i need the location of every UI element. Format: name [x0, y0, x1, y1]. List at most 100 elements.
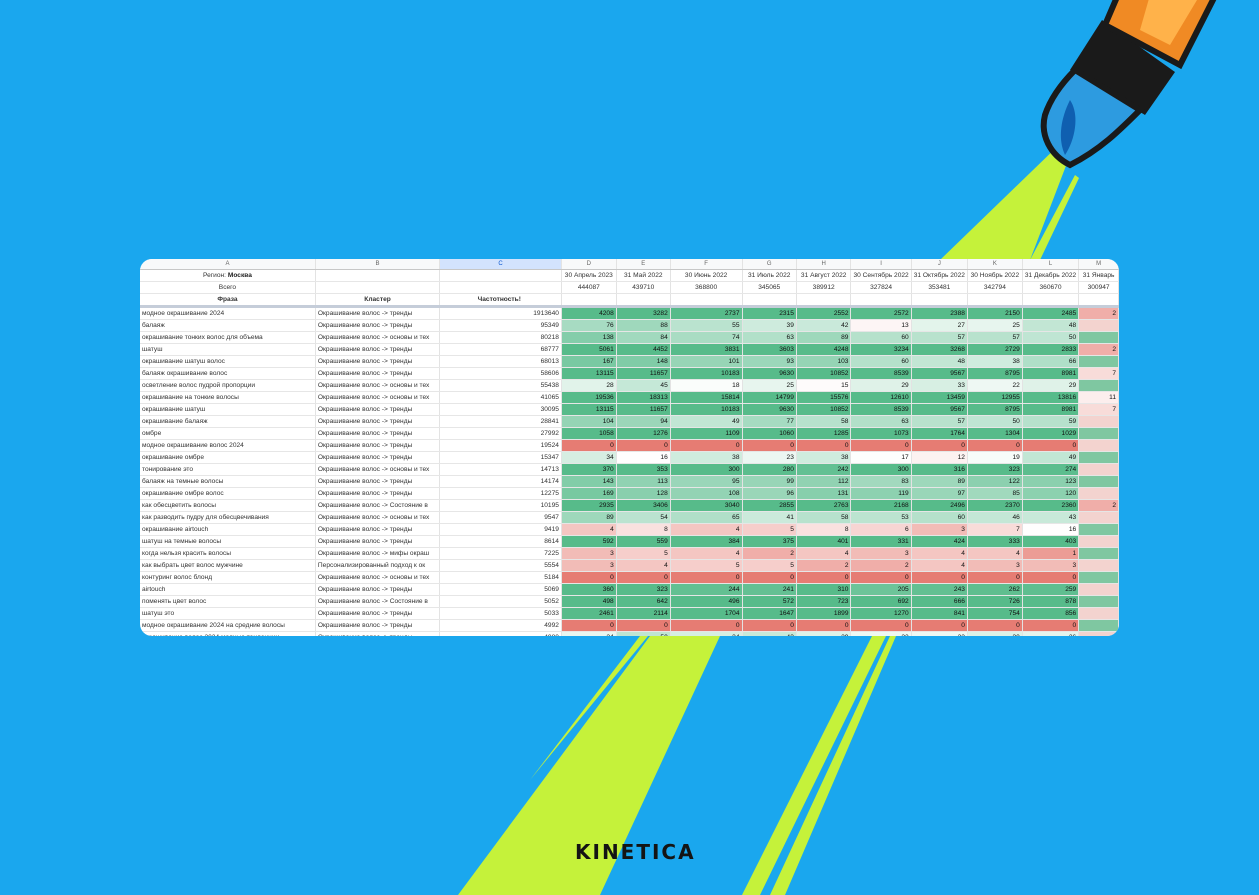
month-value-cell[interactable]: 50 — [1022, 331, 1080, 344]
column-letter-j[interactable]: J — [911, 259, 968, 270]
cluster-cell[interactable]: Окрашивание волос -> основы и тех — [315, 379, 441, 392]
month-value-cell[interactable] — [1078, 619, 1119, 632]
month-value-cell[interactable] — [1078, 427, 1119, 440]
month-value-cell[interactable]: 2485 — [1022, 306, 1080, 320]
month-value-cell[interactable] — [1078, 355, 1119, 368]
month-value-cell[interactable]: 323 — [616, 583, 671, 596]
month-value-cell[interactable]: 7 — [1078, 367, 1119, 380]
month-value-cell[interactable]: 9567 — [911, 367, 968, 380]
cluster-cell[interactable]: Окрашивание волос -> тренды — [315, 535, 441, 548]
month-value-cell[interactable]: 104 — [561, 415, 617, 428]
phrase-header[interactable]: Фраза — [140, 293, 316, 308]
month-value-cell[interactable]: 0 — [1022, 619, 1080, 632]
month-value-cell[interactable]: 43 — [1022, 511, 1080, 524]
month-value-cell[interactable] — [1078, 331, 1119, 344]
month-value-cell[interactable]: 119 — [850, 487, 912, 500]
month-value-cell[interactable]: 101 — [670, 355, 743, 368]
month-value-cell[interactable]: 22 — [850, 631, 912, 636]
month-value-cell[interactable]: 2168 — [850, 499, 912, 512]
month-value-cell[interactable]: 38 — [967, 355, 1023, 368]
phrase-cell[interactable]: окрашивание airtouch — [140, 523, 316, 536]
month-value-cell[interactable]: 0 — [850, 571, 912, 584]
frequency-cell[interactable]: 9419 — [439, 523, 562, 536]
column-letter-i[interactable]: I — [850, 259, 912, 270]
month-value-cell[interactable] — [1078, 451, 1119, 464]
month-value-cell[interactable]: 3040 — [670, 499, 743, 512]
month-value-cell[interactable]: 33 — [911, 379, 968, 392]
month-value-cell[interactable]: 7 — [1078, 403, 1119, 416]
month-value-cell[interactable]: 25 — [967, 319, 1023, 332]
month-value-cell[interactable]: 0 — [796, 439, 852, 452]
month-value-cell[interactable]: 19536 — [561, 391, 617, 404]
month-value-cell[interactable]: 242 — [796, 463, 852, 476]
month-value-cell[interactable]: 353 — [616, 463, 671, 476]
month-value-cell[interactable]: 12955 — [967, 391, 1023, 404]
month-value-cell[interactable]: 323 — [967, 463, 1023, 476]
empty-cell[interactable] — [967, 293, 1023, 308]
cluster-cell[interactable]: Окрашивание волос -> тренды — [315, 343, 441, 356]
month-value-cell[interactable]: 1276 — [616, 427, 671, 440]
phrase-cell[interactable]: модное окрашивание 2024 — [140, 306, 316, 320]
frequency-cell[interactable]: 14174 — [439, 475, 562, 488]
month-value-cell[interactable]: 0 — [850, 439, 912, 452]
month-value-cell[interactable] — [1078, 535, 1119, 548]
month-value-cell[interactable]: 60 — [850, 355, 912, 368]
month-value-cell[interactable]: 42 — [796, 319, 852, 332]
month-value-cell[interactable]: 4248 — [796, 343, 852, 356]
month-value-cell[interactable]: 5 — [616, 547, 671, 560]
month-header[interactable]: 31 Май 2022 — [616, 269, 671, 282]
month-value-cell[interactable]: 11657 — [616, 367, 671, 380]
month-value-cell[interactable]: 10852 — [796, 367, 852, 380]
month-value-cell[interactable]: 262 — [967, 583, 1023, 596]
frequency-cell[interactable]: 4980 — [439, 631, 562, 636]
month-value-cell[interactable]: 13115 — [561, 367, 617, 380]
month-value-cell[interactable]: 0 — [796, 619, 852, 632]
month-value-cell[interactable]: 0 — [742, 619, 797, 632]
phrase-cell[interactable]: как обесцветить волосы — [140, 499, 316, 512]
month-value-cell[interactable]: 16 — [616, 451, 671, 464]
frequency-cell[interactable]: 10195 — [439, 499, 562, 512]
cluster-cell[interactable]: Окрашивание волос -> тренды — [315, 619, 441, 632]
empty-cell[interactable] — [850, 293, 912, 308]
empty-cell[interactable] — [616, 293, 671, 308]
month-value-cell[interactable]: 55 — [670, 319, 743, 332]
month-value-cell[interactable]: 4 — [670, 523, 743, 536]
cluster-cell[interactable]: Окрашивание волос -> Состояние в — [315, 499, 441, 512]
month-value-cell[interactable]: 856 — [1022, 607, 1080, 620]
month-value-cell[interactable]: 424 — [911, 535, 968, 548]
month-value-cell[interactable]: 8 — [616, 523, 671, 536]
month-value-cell[interactable]: 13816 — [1022, 391, 1080, 404]
column-letter-h[interactable]: H — [796, 259, 852, 270]
month-value-cell[interactable]: 43 — [742, 631, 797, 636]
month-value-cell[interactable]: 148 — [616, 355, 671, 368]
month-value-cell[interactable]: 60 — [911, 511, 968, 524]
month-value-cell[interactable]: 39 — [742, 319, 797, 332]
month-value-cell[interactable]: 1109 — [670, 427, 743, 440]
column-letter-c[interactable]: C — [439, 259, 562, 270]
month-value-cell[interactable]: 0 — [616, 619, 671, 632]
month-value-cell[interactable]: 27 — [911, 319, 968, 332]
empty-cell[interactable] — [315, 269, 441, 282]
total-label[interactable]: Всего — [140, 281, 316, 294]
month-total[interactable]: 439710 — [616, 281, 671, 294]
month-value-cell[interactable]: 2 — [1078, 499, 1119, 512]
cluster-cell[interactable]: Окрашивание волос -> тренды — [315, 427, 441, 440]
month-value-cell[interactable] — [1078, 415, 1119, 428]
empty-cell[interactable] — [1078, 293, 1119, 308]
month-value-cell[interactable]: 76 — [561, 319, 617, 332]
month-header[interactable]: 31 Октябрь 2022 — [911, 269, 968, 282]
month-value-cell[interactable]: 0 — [850, 619, 912, 632]
month-value-cell[interactable] — [1078, 511, 1119, 524]
month-value-cell[interactable]: 2 — [1078, 306, 1119, 320]
month-total[interactable]: 368800 — [670, 281, 743, 294]
month-value-cell[interactable] — [1078, 379, 1119, 392]
month-value-cell[interactable]: 59 — [1022, 415, 1080, 428]
month-value-cell[interactable] — [1078, 559, 1119, 572]
cluster-cell[interactable]: Окрашивание волос -> основы и тех — [315, 331, 441, 344]
month-value-cell[interactable]: 167 — [561, 355, 617, 368]
month-value-cell[interactable]: 1 — [1022, 547, 1080, 560]
month-value-cell[interactable]: 28 — [561, 379, 617, 392]
column-letter-d[interactable]: D — [561, 259, 617, 270]
month-value-cell[interactable]: 4 — [561, 523, 617, 536]
column-letter-b[interactable]: B — [315, 259, 441, 270]
